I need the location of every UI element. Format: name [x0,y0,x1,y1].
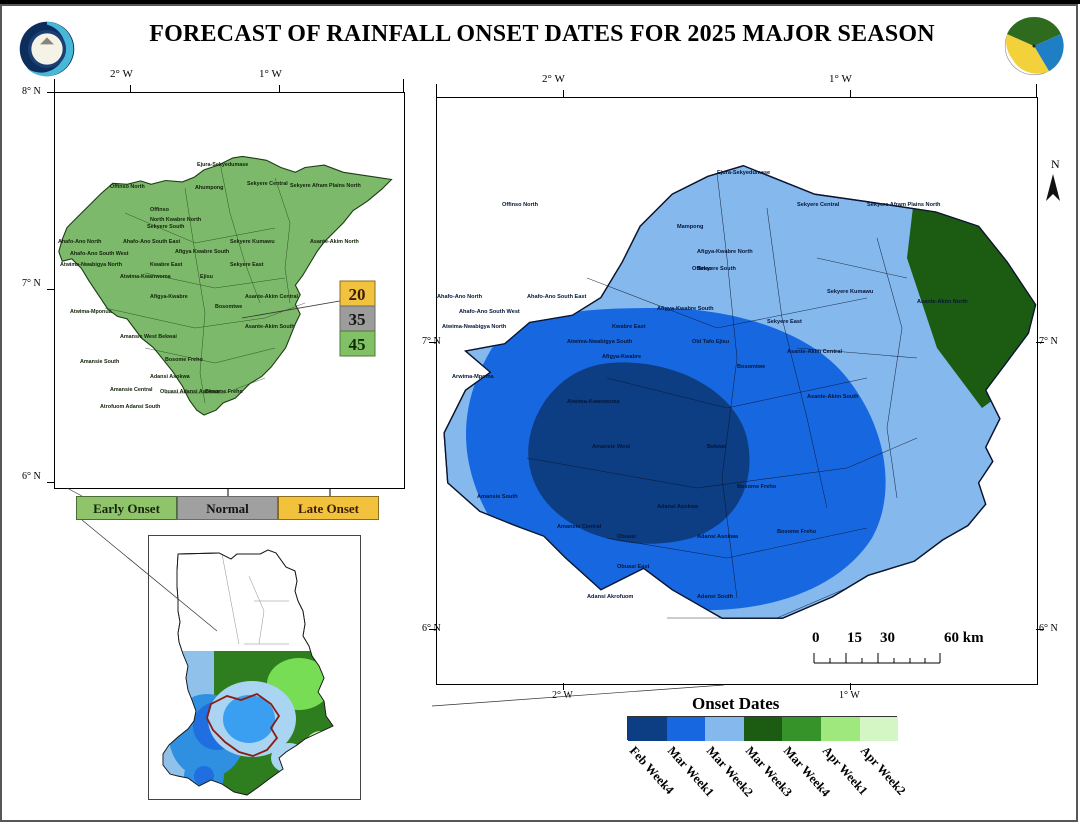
svg-text:Amansie South: Amansie South [80,359,119,365]
svg-text:Adansi Asokwa: Adansi Asokwa [657,504,699,510]
svg-text:Sekyere East: Sekyere East [767,319,802,325]
svg-text:Asante-Akim North: Asante-Akim North [917,299,968,305]
svg-text:Afigya-Kwabre South: Afigya-Kwabre South [657,306,714,312]
svg-text:Sekyere Central: Sekyere Central [247,181,288,187]
svg-text:Ahafo-Ano North: Ahafo-Ano North [58,239,101,245]
svg-text:Bosome Freho: Bosome Freho [777,529,817,535]
svg-text:Atwima-Nwabigya North: Atwima-Nwabigya North [442,324,507,330]
svg-text:Kwabre East: Kwabre East [150,262,183,268]
svg-text:Kwabre East: Kwabre East [612,324,646,330]
svg-text:Offinso: Offinso [150,207,170,213]
svg-text:Amansie West Bekwai: Amansie West Bekwai [120,334,177,340]
svg-text:35: 35 [349,310,366,329]
svg-text:Amansie Central: Amansie Central [557,524,602,530]
svg-text:N: N [1051,157,1060,171]
svg-text:Sekyere Kumawu: Sekyere Kumawu [230,239,275,245]
svg-text:Sekyere East: Sekyere East [230,262,264,268]
svg-text:Old Tafo Ejisu: Old Tafo Ejisu [692,339,730,345]
svg-text:Offinso North: Offinso North [110,184,145,190]
svg-text:0: 0 [812,630,820,646]
svg-text:Bosome Freho: Bosome Freho [205,389,243,395]
svg-text:Sekyere Central: Sekyere Central [797,202,840,208]
svg-text:Afigya-Kwabre: Afigya-Kwabre [602,354,641,360]
svg-text:Ahafo-Ano North: Ahafo-Ano North [437,294,483,300]
svg-text:Ahumpong: Ahumpong [195,185,223,191]
svg-text:Sekyere Afram Plains North: Sekyere Afram Plains North [290,183,361,189]
svg-text:Asante-Akim South: Asante-Akim South [807,394,859,400]
svg-text:Bosome Freho: Bosome Freho [737,484,777,490]
svg-text:Afigya Kwabre South: Afigya Kwabre South [175,249,229,255]
svg-text:Ahafo-Ano South West: Ahafo-Ano South West [70,251,129,257]
svg-text:North Kwabre North: North Kwabre North [150,217,201,223]
svg-text:Bosomtwe: Bosomtwe [737,364,765,370]
svg-text:Sekyere South: Sekyere South [697,266,736,272]
svg-text:Atwima-Nwabigya South: Atwima-Nwabigya South [567,339,633,345]
svg-text:Amansie South: Amansie South [477,494,518,500]
svg-text:20: 20 [349,285,366,304]
svg-text:Adansi Asokwa: Adansi Asokwa [697,534,739,540]
svg-text:45: 45 [349,335,366,354]
svg-text:Atwima-Nwabigya North: Atwima-Nwabigya North [60,262,122,268]
svg-text:Amansie West: Amansie West [592,444,630,450]
svg-text:30: 30 [880,630,895,646]
svg-text:Obuasi: Obuasi [617,534,636,540]
svg-text:Ahafo-Ano South East: Ahafo-Ano South East [527,294,586,300]
svg-text:Atwima-Kwanwoma: Atwima-Kwanwoma [567,399,620,405]
svg-text:Atwima-Kwanwoma: Atwima-Kwanwoma [120,274,172,280]
svg-text:Adansi Akrofuom: Adansi Akrofuom [587,594,633,600]
svg-text:Afigya-Kwabre North: Afigya-Kwabre North [697,249,753,255]
svg-text:60 km: 60 km [944,630,984,646]
svg-text:Ahafo-Ano South West: Ahafo-Ano South West [459,309,520,315]
svg-text:Ejura-Sekyedumase: Ejura-Sekyedumase [197,162,248,168]
svg-text:15: 15 [847,630,862,646]
svg-text:Ahafo-Ano South East: Ahafo-Ano South East [123,239,180,245]
svg-text:Adansi South: Adansi South [697,594,734,600]
svg-text:Arwima-Mpoma: Arwima-Mpoma [452,374,495,380]
svg-text:Amansie Central: Amansie Central [110,387,153,393]
svg-text:Atrofuom Adansi South: Atrofuom Adansi South [100,404,160,410]
svg-text:Asante-Akim North: Asante-Akim North [310,239,359,245]
svg-text:Asante-Akim Central: Asante-Akim Central [787,349,842,355]
svg-text:Sekyere South: Sekyere South [147,224,184,230]
svg-text:Bekwai: Bekwai [707,444,727,450]
svg-text:Atwima-Mponua: Atwima-Mponua [70,309,113,315]
svg-text:Mampong: Mampong [677,224,704,230]
svg-text:Offinso North: Offinso North [502,202,539,208]
svg-text:Sekyere Kumawu: Sekyere Kumawu [827,289,874,295]
